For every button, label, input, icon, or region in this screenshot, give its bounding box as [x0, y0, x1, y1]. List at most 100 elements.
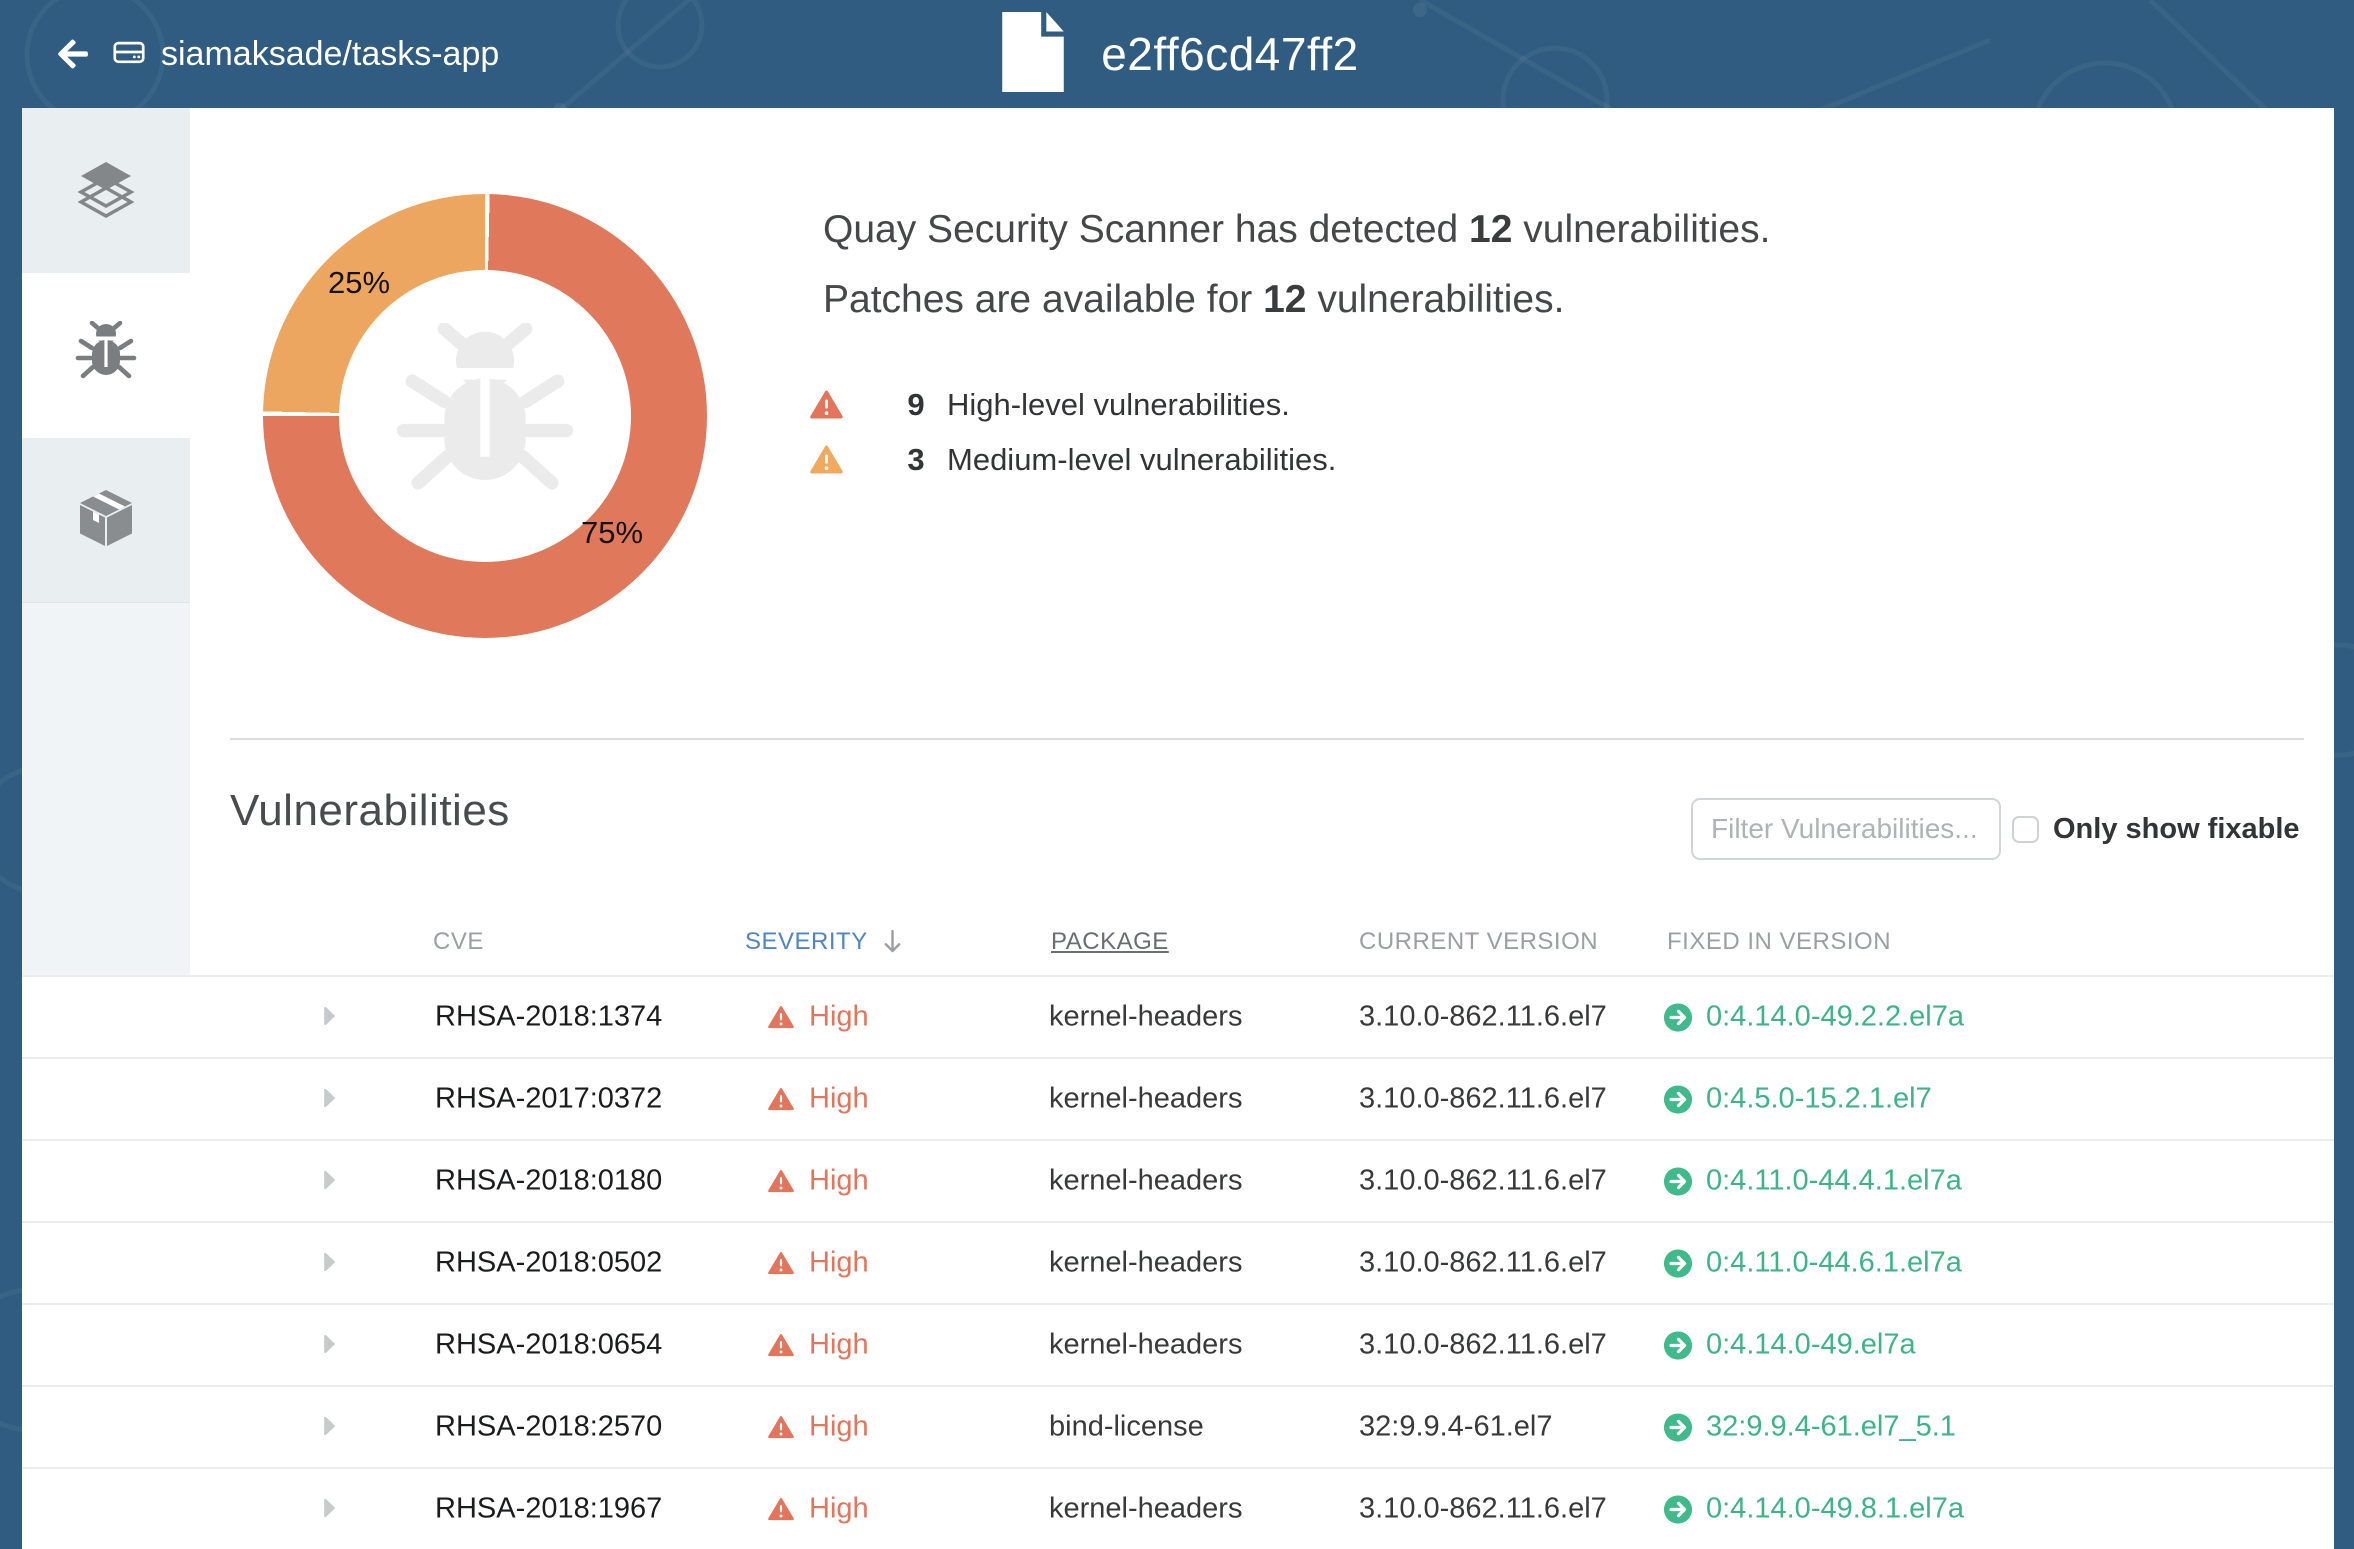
bug-icon — [74, 320, 138, 390]
sidebar-item-layers[interactable] — [22, 108, 190, 273]
table-row[interactable]: RHSA-2018:0502 High kernel-headers 3.10.… — [22, 1221, 2334, 1303]
fixed-version-link[interactable]: 0:4.11.0-44.4.1.el7a — [1663, 1165, 1962, 1198]
cve-id: RHSA-2018:1967 — [435, 1492, 663, 1525]
expand-caret-icon[interactable] — [322, 1333, 338, 1357]
high-label: High-level vulnerabilities. — [947, 387, 1290, 422]
current-version: 3.10.0-862.11.6.el7 — [1359, 1246, 1607, 1279]
package-name: kernel-headers — [1049, 1164, 1243, 1197]
current-version: 32:9.9.4-61.el7 — [1359, 1410, 1553, 1443]
content-panel: 75% 25% Quay Security Scanner has detect… — [22, 108, 2334, 1549]
expand-caret-icon[interactable] — [322, 1497, 338, 1521]
severity-cell: High — [768, 1329, 869, 1362]
package-name: kernel-headers — [1049, 1000, 1243, 1033]
package-name: kernel-headers — [1049, 1246, 1243, 1279]
current-version: 3.10.0-862.11.6.el7 — [1359, 1492, 1607, 1525]
column-header-package[interactable]: PACKAGE — [1051, 927, 1169, 955]
section-divider — [230, 738, 2304, 740]
expand-caret-icon[interactable] — [322, 1415, 338, 1439]
fixed-version-link[interactable]: 0:4.14.0-49.2.2.el7a — [1663, 1001, 1964, 1034]
cve-id: RHSA-2017:0372 — [435, 1082, 663, 1115]
package-name: kernel-headers — [1049, 1492, 1243, 1525]
scan-summary-line: Quay Security Scanner has detected 12 vu… — [823, 208, 1771, 251]
donut-center — [339, 270, 631, 562]
fix-arrow-icon — [1663, 1248, 1693, 1278]
column-header-current-version[interactable]: CURRENT VERSION — [1359, 927, 1599, 955]
cve-id: RHSA-2018:1374 — [435, 1000, 663, 1033]
table-row[interactable]: RHSA-2018:1374 High kernel-headers 3.10.… — [22, 975, 2334, 1057]
layers-icon — [74, 156, 138, 225]
patches-count: 12 — [1263, 278, 1307, 321]
severity-cell: High — [768, 1411, 869, 1444]
cve-id: RHSA-2018:2570 — [435, 1410, 663, 1443]
current-version: 3.10.0-862.11.6.el7 — [1359, 1328, 1607, 1361]
severity-cell: High — [768, 1083, 869, 1116]
page-title: e2ff6cd47ff2 — [1101, 28, 1359, 80]
severity-cell: High — [768, 1493, 869, 1526]
expand-caret-icon[interactable] — [322, 1005, 338, 1029]
fixed-version-link[interactable]: 0:4.11.0-44.6.1.el7a — [1663, 1247, 1962, 1280]
current-version: 3.10.0-862.11.6.el7 — [1359, 1164, 1607, 1197]
sidebar-item-security-scan[interactable] — [22, 273, 190, 438]
cve-id: RHSA-2018:0502 — [435, 1246, 663, 1279]
high-severity-icon — [768, 1333, 794, 1357]
medium-label: Medium-level vulnerabilities. — [947, 442, 1337, 477]
fixed-version-link[interactable]: 0:4.5.0-15.2.1.el7 — [1663, 1083, 1932, 1116]
bug-watermark-icon — [396, 323, 574, 490]
column-header-severity[interactable]: SEVERITY — [745, 928, 901, 956]
table-row[interactable]: RHSA-2018:0180 High kernel-headers 3.10.… — [22, 1139, 2334, 1221]
current-version: 3.10.0-862.11.6.el7 — [1359, 1082, 1607, 1115]
fix-arrow-icon — [1663, 1002, 1693, 1032]
column-header-fixed-in-version[interactable]: FIXED IN VERSION — [1667, 927, 1892, 955]
donut-label-high: 75% — [580, 515, 644, 550]
fix-arrow-icon — [1663, 1166, 1693, 1196]
fixed-version-link[interactable]: 0:4.14.0-49.el7a — [1663, 1329, 1916, 1362]
filter-vulnerabilities-input[interactable] — [1691, 798, 2001, 860]
fix-arrow-icon — [1663, 1494, 1693, 1524]
current-version: 3.10.0-862.11.6.el7 — [1359, 1000, 1607, 1033]
expand-caret-icon[interactable] — [322, 1251, 338, 1275]
only-show-fixable-label: Only show fixable — [2053, 812, 2300, 845]
repo-breadcrumb[interactable]: siamaksade/tasks-app — [113, 35, 499, 74]
package-name: kernel-headers — [1049, 1328, 1243, 1361]
high-severity-icon — [768, 1497, 794, 1521]
donut-chart: 75% 25% — [263, 194, 707, 638]
fix-arrow-icon — [1663, 1084, 1693, 1114]
package-name: bind-license — [1049, 1410, 1204, 1443]
medium-stat-row: 3 Medium-level vulnerabilities. — [810, 437, 1336, 483]
expand-caret-icon[interactable] — [322, 1087, 338, 1111]
cve-id: RHSA-2018:0654 — [435, 1328, 663, 1361]
package-icon — [74, 486, 138, 555]
vulnerabilities-table: CVE SEVERITY PACKAGE CURRENT VERSION FIX… — [22, 908, 2334, 1549]
package-name: kernel-headers — [1049, 1082, 1243, 1115]
document-icon — [995, 11, 1071, 97]
only-show-fixable-checkbox[interactable] — [2012, 815, 2039, 843]
fix-arrow-icon — [1663, 1330, 1693, 1360]
table-row[interactable]: RHSA-2018:0654 High kernel-headers 3.10.… — [22, 1303, 2334, 1385]
fix-arrow-icon — [1663, 1412, 1693, 1442]
column-header-cve[interactable]: CVE — [433, 927, 484, 955]
severity-cell: High — [768, 1247, 869, 1280]
section-title: Vulnerabilities — [230, 786, 510, 835]
back-arrow-icon[interactable] — [55, 37, 91, 71]
table-header: CVE SEVERITY PACKAGE CURRENT VERSION FIX… — [22, 908, 2334, 975]
table-row[interactable]: RHSA-2018:2570 High bind-license 32:9.9.… — [22, 1385, 2334, 1467]
high-warning-icon — [810, 390, 843, 420]
app-header: siamaksade/tasks-app e2ff6cd47ff2 — [0, 0, 2354, 108]
high-severity-icon — [768, 1169, 794, 1193]
table-row[interactable]: RHSA-2017:0372 High kernel-headers 3.10.… — [22, 1057, 2334, 1139]
high-severity-icon — [768, 1251, 794, 1275]
table-row[interactable]: RHSA-2018:1967 High kernel-headers 3.10.… — [22, 1467, 2334, 1549]
high-severity-icon — [768, 1005, 794, 1029]
medium-count: 3 — [907, 442, 925, 477]
expand-caret-icon[interactable] — [322, 1169, 338, 1193]
donut-label-medium: 25% — [327, 265, 391, 300]
hard-drive-icon — [113, 38, 145, 71]
fixed-version-link[interactable]: 32:9.9.4-61.el7_5.1 — [1663, 1411, 1956, 1444]
sidebar-item-packages[interactable] — [22, 438, 190, 603]
high-severity-icon — [768, 1087, 794, 1111]
repo-name[interactable]: siamaksade/tasks-app — [161, 34, 500, 73]
cve-id: RHSA-2018:0180 — [435, 1164, 663, 1197]
severity-cell: High — [768, 1165, 869, 1198]
severity-cell: High — [768, 1001, 869, 1034]
fixed-version-link[interactable]: 0:4.14.0-49.8.1.el7a — [1663, 1493, 1964, 1526]
